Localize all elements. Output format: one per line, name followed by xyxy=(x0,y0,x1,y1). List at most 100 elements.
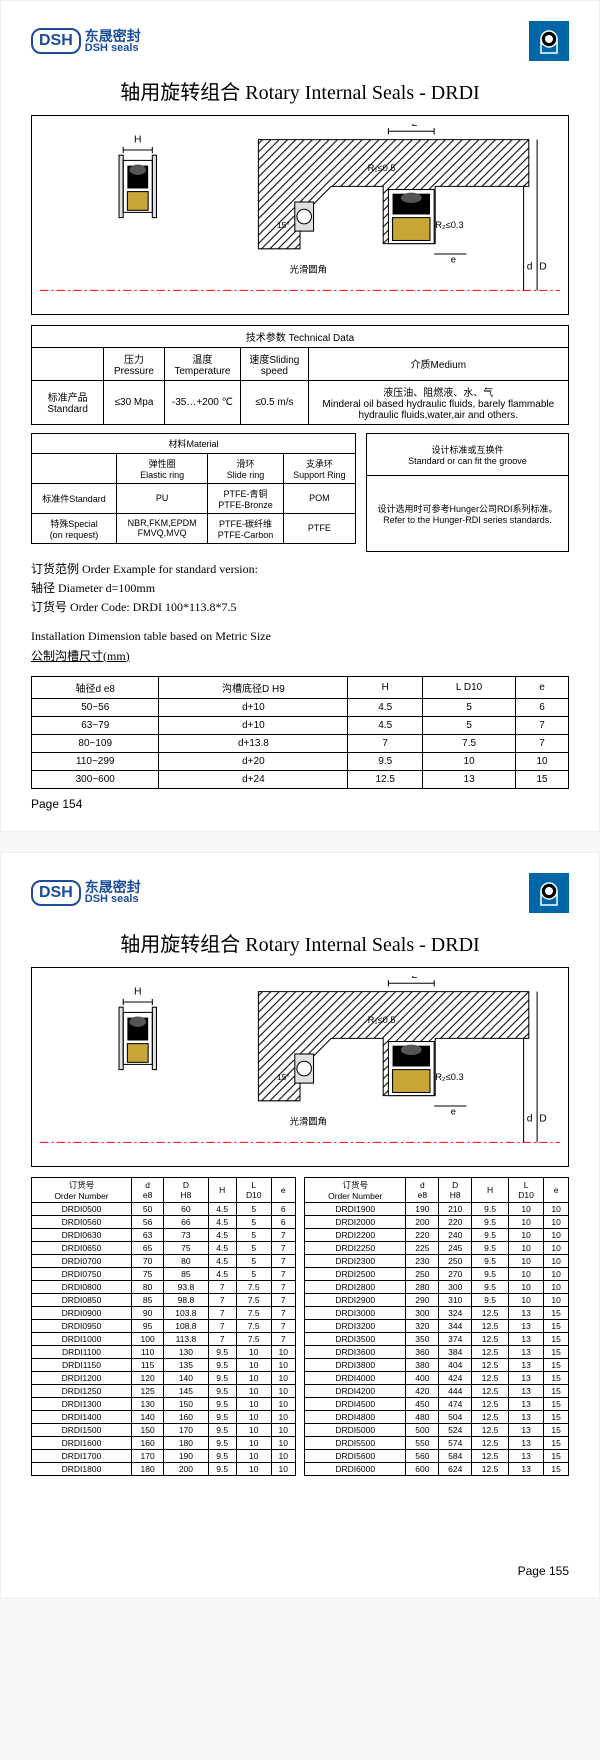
spec-table-left: 订货号 Order Numberd e8D H8HL D10eDRDI05005… xyxy=(31,1177,296,1476)
logo-brand-2: DSH xyxy=(31,880,81,906)
install-dimension-table: 轴径d e8沟槽底径D H9HL D10e50~56d+104.55663~79… xyxy=(31,676,569,789)
spec-row: DRDI18001802009.51010 xyxy=(32,1462,296,1475)
page-number-154: Page 154 xyxy=(31,797,569,811)
install-row: 300~600d+2412.51315 xyxy=(32,770,569,788)
technical-diagram: H L R₁≤0.5 R₂≤0.3 15° 光滑圆角 e xyxy=(31,115,569,315)
spec-row: DRDI1000100113.877.57 xyxy=(32,1332,296,1345)
svg-text:d: d xyxy=(527,1113,533,1124)
svg-text:L: L xyxy=(412,124,418,129)
material-cols: 弹性圈 Elastic ring 滑环 Slide ring 支承环 Suppo… xyxy=(32,453,356,483)
spec-row: DRDI12001201409.51010 xyxy=(32,1371,296,1384)
technical-data-table: 技术参数 Technical Data 压力Pressure 温度Tempera… xyxy=(31,325,569,425)
order-example: 订货范例 Order Example for standard version:… xyxy=(31,560,569,618)
spec-row: DRDI15001501709.51010 xyxy=(32,1423,296,1436)
spec-row: DRDI20002002209.51010 xyxy=(305,1215,569,1228)
svg-text:e: e xyxy=(451,1106,456,1116)
spec-row: DRDI350035037412.51315 xyxy=(305,1332,569,1345)
spec-row: DRDI25002502709.51010 xyxy=(305,1267,569,1280)
groove-standard-table: 设计标准或互换件 Standard or can fit the groove … xyxy=(366,433,569,552)
spec-row: DRDI19001902109.51010 xyxy=(305,1202,569,1215)
install-row: 63~79d+104.557 xyxy=(32,716,569,734)
spec-row: DRDI090090103.877.57 xyxy=(32,1306,296,1319)
spec-row: DRDI065065754.557 xyxy=(32,1241,296,1254)
spec-row: DRDI380038040412.51315 xyxy=(305,1358,569,1371)
svg-text:光滑圆角: 光滑圆角 xyxy=(290,1115,327,1126)
spec-row: DRDI550055057412.51315 xyxy=(305,1436,569,1449)
svg-text:D: D xyxy=(539,262,547,273)
spec-header: 订货号 Order Numberd e8D H8HL D10e xyxy=(32,1177,296,1202)
spec-row: DRDI480048050412.51315 xyxy=(305,1410,569,1423)
spec-row: DRDI560056058412.51315 xyxy=(305,1449,569,1462)
spec-row: DRDI070070804.557 xyxy=(32,1254,296,1267)
svg-text:d: d xyxy=(527,262,533,273)
svg-text:R₂≤0.3: R₂≤0.3 xyxy=(435,220,464,230)
spec-row: DRDI22502252459.51010 xyxy=(305,1241,569,1254)
svg-text:D: D xyxy=(539,1113,547,1124)
spec-row: DRDI17001701909.51010 xyxy=(32,1449,296,1462)
install-row: 80~109d+13.877.57 xyxy=(32,734,569,752)
spec-row: DRDI14001401609.51010 xyxy=(32,1410,296,1423)
tech-data-cols: 压力Pressure 温度Temperature 速度Sliding speed… xyxy=(32,347,569,380)
spec-row: DRDI063063734.557 xyxy=(32,1228,296,1241)
spec-row: DRDI28002803009.51010 xyxy=(305,1280,569,1293)
page-title: 轴用旋转组合 Rotary Internal Seals - DRDI xyxy=(31,76,569,105)
logo-cn: 东晟密封 xyxy=(85,29,141,43)
tech-data-row: 标准产品Standard ≤30 Mpa -35…+200 ℃ ≤0.5 m/s… xyxy=(32,380,569,424)
svg-text:H: H xyxy=(134,986,142,997)
company-logo: DSH 东晟密封 DSH seals xyxy=(31,28,141,54)
spec-row: DRDI12501251459.51010 xyxy=(32,1384,296,1397)
spec-row: DRDI08508598.877.57 xyxy=(32,1293,296,1306)
install-row: 110~299d+209.51010 xyxy=(32,752,569,770)
svg-text:R₁≤0.5: R₁≤0.5 xyxy=(368,163,396,173)
svg-text:R₁≤0.5: R₁≤0.5 xyxy=(368,1015,396,1025)
svg-text:R₂≤0.3: R₂≤0.3 xyxy=(435,1072,464,1082)
technical-diagram-2: H L R₁≤0.5 R₂≤0.3 15° 光滑圆角 e D d xyxy=(31,967,569,1167)
spec-row: DRDI600060062412.51315 xyxy=(305,1462,569,1475)
install-title: Installation Dimension table based on Me… xyxy=(31,627,569,665)
logo-en: DSH seals xyxy=(85,43,141,54)
spec-row: DRDI500050052412.51315 xyxy=(305,1423,569,1436)
svg-text:15°: 15° xyxy=(277,1072,290,1082)
svg-text:e: e xyxy=(451,254,456,264)
install-cols: 轴径d e8沟槽底径D H9HL D10e xyxy=(32,676,569,698)
page-154: DSH 东晟密封 DSH seals 轴用旋转组合 Rotary Interna… xyxy=(0,0,600,832)
install-row: 50~56d+104.556 xyxy=(32,698,569,716)
spec-row: DRDI056056664.556 xyxy=(32,1215,296,1228)
spec-row: DRDI050050604.556 xyxy=(32,1202,296,1215)
page-title-2: 轴用旋转组合 Rotary Internal Seals - DRDI xyxy=(31,928,569,957)
spec-row: DRDI16001601809.51010 xyxy=(32,1436,296,1449)
svg-text:H: H xyxy=(134,135,142,146)
seal-icon-2 xyxy=(529,873,569,913)
logo-brand: DSH xyxy=(31,28,81,54)
spec-row: DRDI450045047412.51315 xyxy=(305,1397,569,1410)
groove-header: 设计标准或互换件 Standard or can fit the groove xyxy=(366,433,568,475)
spec-row: DRDI420042044412.51315 xyxy=(305,1384,569,1397)
material-spec-row: 特殊Special (on request) NBR,FKM,EPDM FMVQ… xyxy=(32,513,356,543)
spec-row: DRDI400040042412.51315 xyxy=(305,1371,569,1384)
spec-row: DRDI22002202409.51010 xyxy=(305,1228,569,1241)
page-number-155: Page 155 xyxy=(31,1564,569,1578)
material-std-row: 标准件Standard PU PTFE-青铜 PTFE-Bronze POM xyxy=(32,483,356,513)
spec-row: DRDI08008093.877.57 xyxy=(32,1280,296,1293)
spec-row: DRDI11501151359.51010 xyxy=(32,1358,296,1371)
header-row: DSH 东晟密封 DSH seals xyxy=(31,21,569,61)
spec-row: DRDI095095108.877.57 xyxy=(32,1319,296,1332)
spec-row: DRDI320032034412.51315 xyxy=(305,1319,569,1332)
svg-text:L: L xyxy=(412,976,418,981)
seal-icon xyxy=(529,21,569,61)
svg-text:15°: 15° xyxy=(277,220,290,230)
spec-row: DRDI23002302509.51010 xyxy=(305,1254,569,1267)
spec-row: DRDI11001101309.51010 xyxy=(32,1345,296,1358)
tech-data-header: 技术参数 Technical Data xyxy=(32,325,569,347)
spec-row: DRDI29002903109.51010 xyxy=(305,1293,569,1306)
groove-body: 设计选用时可参考Hunger公司RDI系列标准。 Refer to the Hu… xyxy=(366,475,568,551)
page-155: DSH 东晟密封 DSH seals 轴用旋转组合 Rotary Interna… xyxy=(0,852,600,1599)
spec-row: DRDI13001301509.51010 xyxy=(32,1397,296,1410)
spec-row: DRDI075075854.557 xyxy=(32,1267,296,1280)
material-table: 材料Material 弹性圈 Elastic ring 滑环 Slide rin… xyxy=(31,433,356,544)
company-logo-2: DSH 东晟密封 DSH seals xyxy=(31,880,141,906)
header-row-2: DSH 东晟密封 DSH seals xyxy=(31,873,569,913)
svg-text:光滑圆角: 光滑圆角 xyxy=(290,264,327,275)
spec-table-right: 订货号 Order Numberd e8D H8HL D10eDRDI19001… xyxy=(304,1177,569,1476)
spec-row: DRDI360036038412.51315 xyxy=(305,1345,569,1358)
